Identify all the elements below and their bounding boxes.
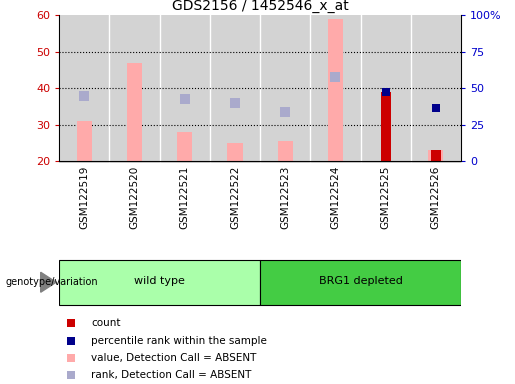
- Text: GSM122519: GSM122519: [79, 166, 89, 230]
- Bar: [278, 141, 293, 161]
- Text: percentile rank within the sample: percentile rank within the sample: [91, 336, 267, 346]
- Title: GDS2156 / 1452546_x_at: GDS2156 / 1452546_x_at: [171, 0, 349, 13]
- Text: wild type: wild type: [134, 276, 185, 286]
- Text: GSM122526: GSM122526: [431, 166, 441, 230]
- Bar: [228, 143, 243, 161]
- Text: rank, Detection Call = ABSENT: rank, Detection Call = ABSENT: [91, 370, 252, 380]
- Bar: [177, 132, 192, 161]
- Bar: [431, 151, 441, 161]
- Text: BRG1 depleted: BRG1 depleted: [319, 276, 402, 286]
- Text: count: count: [91, 318, 121, 328]
- Text: GSM122524: GSM122524: [331, 166, 340, 230]
- Bar: [428, 151, 443, 161]
- Bar: [328, 19, 343, 161]
- Bar: [77, 121, 92, 161]
- Polygon shape: [41, 272, 56, 292]
- Text: GSM122523: GSM122523: [280, 166, 290, 230]
- Text: value, Detection Call = ABSENT: value, Detection Call = ABSENT: [91, 353, 257, 363]
- Bar: [260, 260, 461, 305]
- Text: GSM122525: GSM122525: [381, 166, 390, 230]
- Text: GSM122522: GSM122522: [230, 166, 240, 230]
- Bar: [59, 260, 260, 305]
- Bar: [381, 92, 390, 161]
- Text: genotype/variation: genotype/variation: [5, 277, 98, 287]
- Text: GSM122521: GSM122521: [180, 166, 190, 230]
- Bar: [127, 63, 142, 161]
- Text: GSM122520: GSM122520: [130, 166, 140, 229]
